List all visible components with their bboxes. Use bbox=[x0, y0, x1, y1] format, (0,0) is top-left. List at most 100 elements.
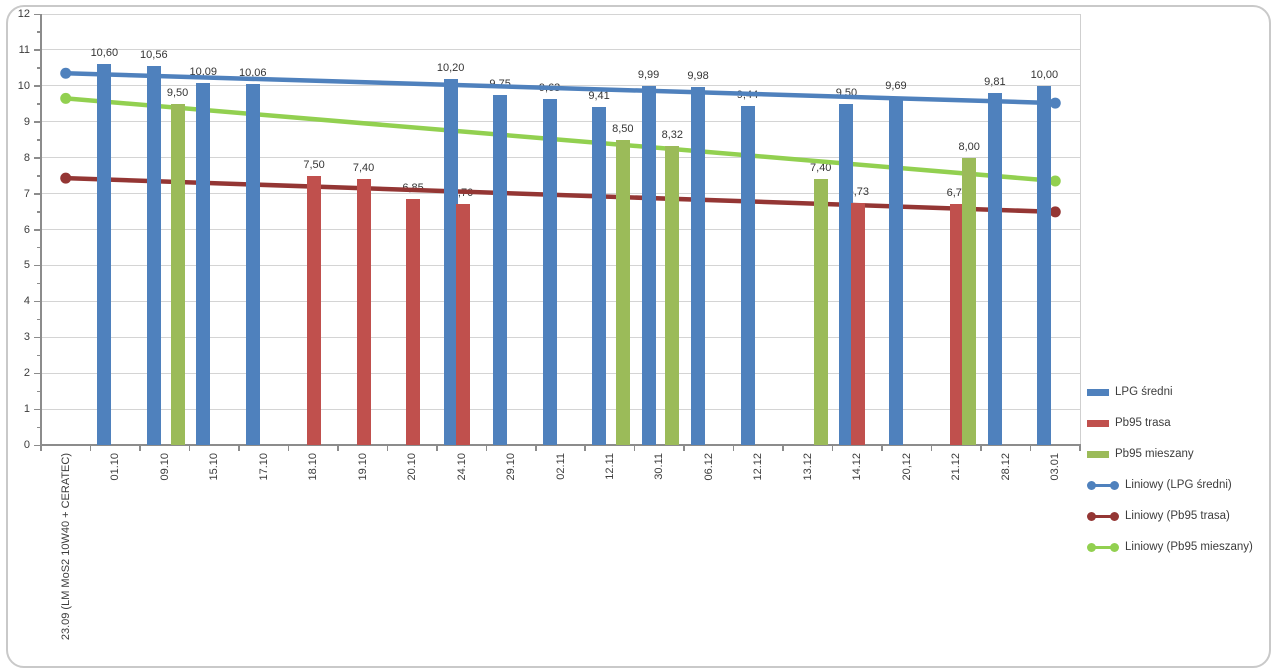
bar-lpg-średni[interactable] bbox=[987, 92, 1002, 445]
legend-line-dot bbox=[1087, 542, 1096, 552]
bar-pb95-trasa[interactable] bbox=[455, 204, 470, 445]
bar-pb95-trasa[interactable] bbox=[950, 204, 965, 445]
y-major-tick bbox=[34, 13, 41, 15]
bar-pb95-mieszany[interactable] bbox=[665, 146, 680, 445]
y-major-tick bbox=[34, 300, 41, 303]
bar-lpg-średni[interactable] bbox=[443, 78, 458, 445]
trendline-marker bbox=[1049, 97, 1061, 109]
bar-pb95-trasa[interactable] bbox=[406, 198, 421, 445]
y-tick-label: 1 bbox=[23, 403, 30, 416]
y-major-tick bbox=[34, 49, 41, 51]
x-tick bbox=[980, 445, 982, 451]
bar-lpg-średni[interactable] bbox=[1037, 85, 1052, 445]
bar-lpg-średni[interactable] bbox=[97, 64, 112, 445]
data-label: 10,06 bbox=[238, 66, 267, 79]
y-tick-label: 7 bbox=[23, 187, 30, 200]
x-category-label-text: 30.11 bbox=[653, 453, 666, 480]
x-category-label-text: 20,12 bbox=[900, 453, 913, 481]
gridline bbox=[41, 121, 1080, 123]
x-tick bbox=[584, 445, 586, 451]
legend-line bbox=[1089, 483, 1117, 487]
legend-line-dot bbox=[1087, 480, 1096, 490]
y-minor-tick bbox=[37, 175, 41, 177]
legend-line-dot bbox=[1110, 480, 1119, 490]
y-tick-label: 0 bbox=[23, 439, 30, 451]
gridline bbox=[41, 336, 1080, 338]
x-category-label-text: 12.11 bbox=[603, 453, 616, 480]
bar-lpg-średni[interactable] bbox=[542, 99, 557, 445]
x-category-label-text: 12.12 bbox=[752, 453, 765, 481]
bar-pb95-trasa[interactable] bbox=[356, 179, 371, 445]
bar-lpg-średni[interactable] bbox=[592, 107, 607, 445]
y-minor-tick bbox=[37, 246, 41, 249]
legend-item-liniowy-pb95-mieszany-[interactable]: Liniowy (Pb95 mieszany) bbox=[1087, 539, 1253, 555]
data-label: 10,60 bbox=[90, 47, 119, 60]
legend-item-pb95-trasa[interactable]: Pb95 trasa bbox=[1087, 415, 1253, 431]
x-tick bbox=[1079, 445, 1081, 451]
data-label: 7,50 bbox=[303, 158, 325, 171]
x-tick bbox=[930, 445, 933, 451]
bar-lpg-średni[interactable] bbox=[691, 86, 706, 445]
x-tick bbox=[40, 445, 42, 451]
y-minor-tick bbox=[37, 282, 41, 285]
bar-lpg-średni[interactable] bbox=[740, 105, 755, 445]
x-tick bbox=[89, 445, 92, 451]
gridline bbox=[41, 157, 1080, 159]
bar-pb95-trasa[interactable] bbox=[851, 203, 866, 445]
legend-label: LPG średni bbox=[1115, 386, 1173, 398]
x-tick bbox=[732, 445, 735, 451]
legend-line-swatch bbox=[1087, 480, 1119, 491]
x-category-label-text: 13.12 bbox=[801, 453, 814, 481]
trendline-marker bbox=[1049, 175, 1061, 187]
data-label: 9,81 bbox=[984, 75, 1006, 88]
legend-item-lpg-średni[interactable]: LPG średni bbox=[1087, 384, 1253, 400]
bar-pb95-mieszany[interactable] bbox=[170, 103, 185, 445]
trendline-marker bbox=[60, 67, 72, 79]
legend-bar-swatch bbox=[1087, 419, 1109, 427]
legend-item-pb95-mieszany[interactable]: Pb95 mieszany bbox=[1087, 446, 1253, 462]
bar-pb95-mieszany[interactable] bbox=[962, 157, 977, 445]
data-label: 10,09 bbox=[189, 65, 218, 78]
data-label: 9,98 bbox=[687, 69, 709, 82]
legend-label: Liniowy (Pb95 trasa) bbox=[1125, 510, 1230, 522]
legend-line-dot bbox=[1087, 511, 1096, 521]
bar-pb95-trasa[interactable] bbox=[307, 175, 322, 445]
y-major-tick bbox=[34, 229, 41, 231]
bar-lpg-średni[interactable] bbox=[641, 86, 656, 445]
data-label: 10,20 bbox=[436, 61, 465, 74]
legend-line-swatch bbox=[1087, 511, 1119, 522]
x-category-label-text: 06.12 bbox=[702, 453, 715, 481]
data-label: 9,50 bbox=[166, 86, 189, 99]
chart-frame bbox=[6, 5, 1271, 668]
plot-right-edge bbox=[1080, 14, 1081, 445]
bar-lpg-średni[interactable] bbox=[839, 103, 854, 445]
bar-lpg-średni[interactable] bbox=[493, 94, 508, 445]
x-category-label-text: 02.11 bbox=[554, 453, 567, 480]
legend-line bbox=[1089, 545, 1117, 549]
y-major-tick bbox=[34, 408, 41, 411]
y-minor-tick bbox=[37, 354, 41, 357]
x-category-label-text: 18.10 bbox=[307, 453, 320, 481]
legend-bar-swatch bbox=[1087, 388, 1109, 396]
y-minor-tick bbox=[37, 318, 41, 321]
bar-lpg-średni[interactable] bbox=[245, 83, 260, 445]
bar-pb95-mieszany[interactable] bbox=[813, 179, 828, 445]
x-tick bbox=[831, 445, 834, 451]
y-tick-label: 4 bbox=[23, 295, 30, 308]
trendline-marker bbox=[60, 92, 72, 104]
data-label: 7,40 bbox=[810, 162, 832, 175]
bar-pb95-mieszany[interactable] bbox=[615, 139, 630, 445]
legend-item-liniowy-lpg-średni-[interactable]: Liniowy (LPG średni) bbox=[1087, 477, 1253, 493]
data-label: 8,00 bbox=[958, 140, 980, 153]
bar-lpg-średni[interactable] bbox=[146, 65, 161, 445]
x-tick bbox=[386, 445, 389, 451]
legend: LPG średni Pb95 trasa Pb95 mieszany Liniowy… bbox=[1087, 384, 1253, 555]
bar-lpg-średni[interactable] bbox=[196, 82, 211, 445]
x-category-label-text: 21.12 bbox=[950, 453, 963, 481]
y-major-tick bbox=[34, 372, 41, 375]
data-label: 8,32 bbox=[661, 129, 684, 142]
data-label: 7,40 bbox=[352, 162, 375, 175]
legend-item-liniowy-pb95-trasa-[interactable]: Liniowy (Pb95 trasa) bbox=[1087, 508, 1253, 524]
bar-lpg-średni[interactable] bbox=[888, 96, 903, 445]
